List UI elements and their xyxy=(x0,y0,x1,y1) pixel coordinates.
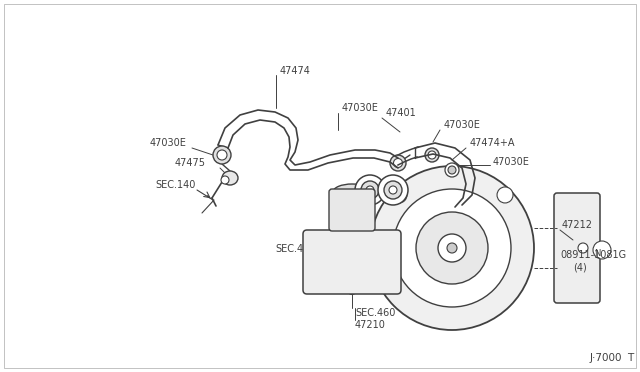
Ellipse shape xyxy=(355,265,369,279)
Text: 08911-1081G: 08911-1081G xyxy=(560,250,626,260)
Text: 47499+A: 47499+A xyxy=(340,233,385,243)
Ellipse shape xyxy=(213,146,231,164)
Ellipse shape xyxy=(497,187,513,203)
Ellipse shape xyxy=(578,243,588,253)
Text: SEC.460: SEC.460 xyxy=(275,244,316,254)
Text: 47499: 47499 xyxy=(340,220,371,230)
Ellipse shape xyxy=(445,163,459,177)
Ellipse shape xyxy=(389,186,397,194)
Ellipse shape xyxy=(447,243,457,253)
Text: SEC.460: SEC.460 xyxy=(355,308,396,318)
Text: 47030E: 47030E xyxy=(444,120,481,130)
Ellipse shape xyxy=(222,171,238,185)
Ellipse shape xyxy=(390,155,406,171)
Ellipse shape xyxy=(348,285,356,295)
Text: SEC.140: SEC.140 xyxy=(155,180,195,190)
Text: J·7000  T: J·7000 T xyxy=(590,353,636,363)
Ellipse shape xyxy=(384,181,402,199)
Text: (4): (4) xyxy=(573,262,587,272)
FancyBboxPatch shape xyxy=(329,189,375,231)
Text: 47210: 47210 xyxy=(355,320,386,330)
Ellipse shape xyxy=(428,151,436,159)
Ellipse shape xyxy=(438,234,466,262)
Text: 47030E: 47030E xyxy=(150,138,187,148)
Text: 47474+A: 47474+A xyxy=(470,138,515,148)
Text: 47030E: 47030E xyxy=(342,103,379,113)
Ellipse shape xyxy=(391,187,407,203)
Ellipse shape xyxy=(593,241,611,259)
Text: 47475: 47475 xyxy=(175,158,206,168)
Ellipse shape xyxy=(221,176,229,184)
Ellipse shape xyxy=(394,158,403,167)
Ellipse shape xyxy=(217,150,227,160)
Ellipse shape xyxy=(393,189,511,307)
Text: 47474: 47474 xyxy=(280,66,311,76)
Text: 47212: 47212 xyxy=(562,220,593,230)
Text: 47401: 47401 xyxy=(386,108,417,118)
Ellipse shape xyxy=(448,166,456,174)
Ellipse shape xyxy=(416,212,488,284)
Text: N: N xyxy=(594,248,600,257)
Ellipse shape xyxy=(425,148,439,162)
Ellipse shape xyxy=(378,175,408,205)
FancyBboxPatch shape xyxy=(303,230,401,294)
Ellipse shape xyxy=(333,184,371,200)
Text: 47030E: 47030E xyxy=(493,157,530,167)
Ellipse shape xyxy=(361,181,379,199)
Ellipse shape xyxy=(355,175,385,205)
Ellipse shape xyxy=(370,166,534,330)
Ellipse shape xyxy=(366,186,374,194)
FancyBboxPatch shape xyxy=(554,193,600,303)
Ellipse shape xyxy=(335,265,349,279)
